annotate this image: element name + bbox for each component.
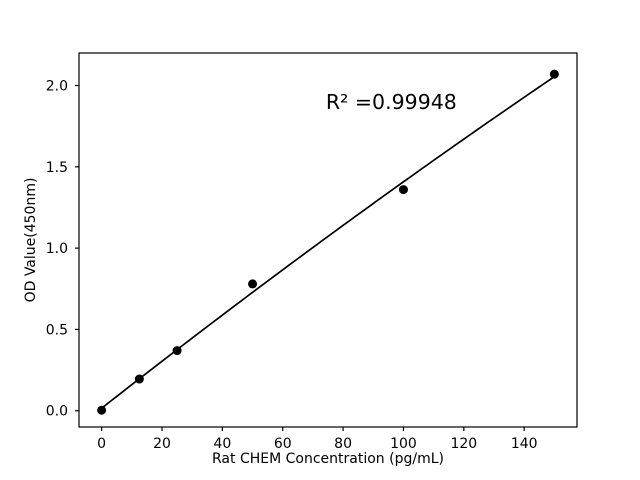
y-tick-label: 1.5 — [46, 160, 68, 176]
y-axis-label: OD Value(450nm) — [23, 177, 39, 303]
y-tick-label: 0.5 — [46, 322, 68, 338]
data-point-3 — [248, 279, 258, 289]
data-point-4 — [398, 185, 408, 195]
r-squared-annotation: R² =0.99948 — [325, 89, 457, 114]
x-tick-label: 60 — [274, 436, 292, 452]
x-axis-label: Rat CHEM Concentration (pg/mL) — [212, 451, 444, 467]
data-point-5 — [549, 69, 559, 79]
fit-line — [100, 75, 556, 410]
x-tick-label: 140 — [511, 436, 538, 452]
x-tick-label: 0 — [97, 436, 106, 452]
x-tick-label: 100 — [390, 436, 417, 452]
x-tick-label: 40 — [213, 436, 231, 452]
y-tick-label: 2.0 — [46, 79, 68, 95]
plot-border — [78, 52, 578, 428]
data-point-0 — [97, 405, 107, 415]
x-tick-label: 80 — [334, 436, 352, 452]
data-point-2 — [172, 346, 182, 356]
x-tick-label: 120 — [450, 436, 477, 452]
y-tick-label: 0.0 — [46, 404, 68, 420]
data-point-1 — [134, 374, 144, 384]
x-tick-label: 20 — [153, 436, 171, 452]
y-tick-label: 1.0 — [46, 241, 68, 257]
